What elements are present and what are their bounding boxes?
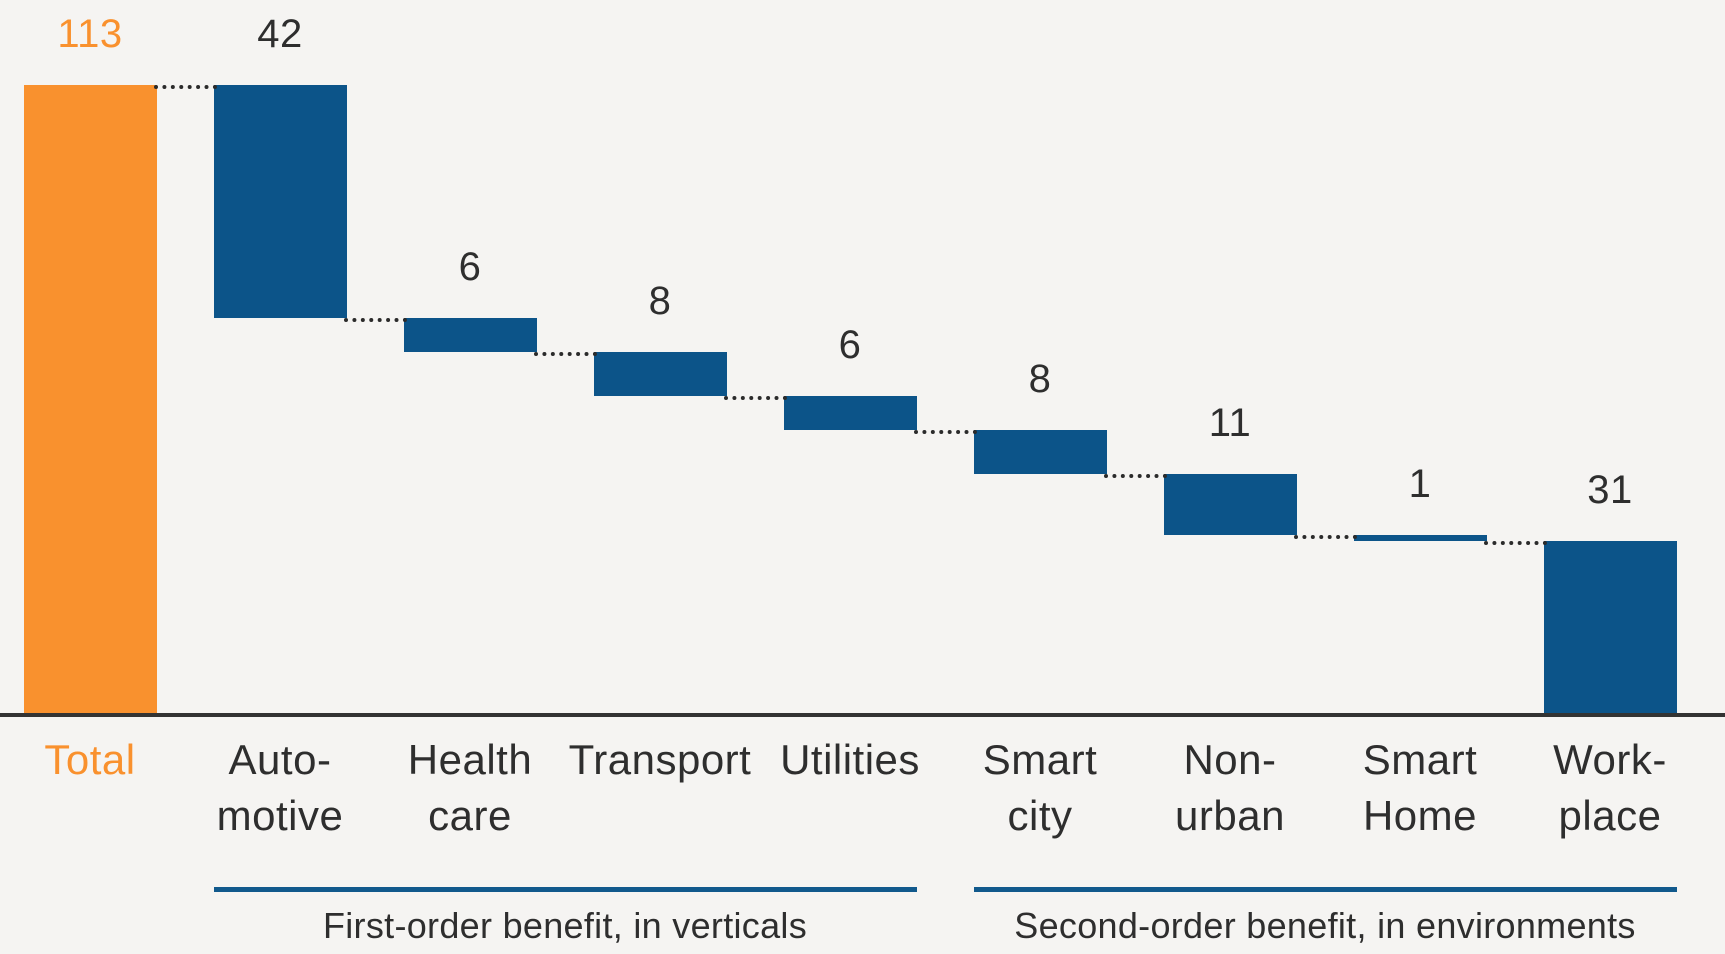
connector-dotted-line xyxy=(1293,535,1357,540)
category-label-smart-home: Smart Home xyxy=(1300,732,1540,844)
category-label-non-urban: Non-urban xyxy=(1110,732,1350,844)
category-label-work-place: Work-place xyxy=(1490,732,1725,844)
connector-dotted-line xyxy=(1483,540,1547,545)
connector-dotted-line xyxy=(913,429,977,434)
category-label-line: Smart xyxy=(982,736,1098,783)
category-label-utilities: Utilities xyxy=(730,732,970,788)
group-underline-2 xyxy=(973,887,1677,892)
bar-health-care xyxy=(403,318,537,352)
x-axis-line xyxy=(0,713,1725,717)
category-label-line: Health xyxy=(407,736,533,783)
category-label-line: city xyxy=(1007,792,1073,839)
category-label-line: Work- xyxy=(1553,736,1667,783)
category-label-line: Home xyxy=(1362,792,1478,839)
bar-auto-motive xyxy=(213,85,347,319)
bar-transport xyxy=(593,351,727,397)
bar-smart-city xyxy=(973,429,1107,475)
value-label-smart-home: 1 xyxy=(1408,462,1432,507)
group-underline-1 xyxy=(213,887,917,892)
value-label-utilities: 6 xyxy=(838,323,862,368)
bar-non-urban xyxy=(1163,474,1297,536)
category-label-health-care: Health care xyxy=(350,732,590,844)
value-label-work-place: 31 xyxy=(1587,467,1633,512)
bar-work-place xyxy=(1543,540,1677,713)
category-label-line: care xyxy=(428,792,512,839)
category-label-line: Smart xyxy=(1362,736,1478,783)
category-label-line: Transport xyxy=(568,736,752,783)
category-label-line: urban xyxy=(1175,792,1285,839)
category-label-transport: Transport xyxy=(540,732,780,788)
connector-dotted-line xyxy=(153,85,217,89)
category-label-auto-motive: Auto-motive xyxy=(160,732,400,844)
category-label-line: Utilities xyxy=(780,736,920,783)
group-caption-2: Second-order benefit, in environments xyxy=(1014,905,1636,946)
category-label-line: motive xyxy=(216,792,344,839)
connector-dotted-line xyxy=(723,396,787,401)
category-label-line: place xyxy=(1558,792,1662,839)
category-label-total: Total xyxy=(0,732,210,788)
connector-dotted-line xyxy=(1103,474,1167,479)
value-label-total: 113 xyxy=(57,12,123,56)
value-label-smart-city: 8 xyxy=(1028,356,1052,401)
value-label-auto-motive: 42 xyxy=(257,12,303,56)
connector-dotted-line xyxy=(533,351,597,356)
category-label-line: Auto- xyxy=(228,736,332,783)
value-label-non-urban: 11 xyxy=(1208,401,1252,446)
group-caption-1: First-order benefit, in verticals xyxy=(322,905,808,946)
bar-utilities xyxy=(783,396,917,430)
bar-total xyxy=(23,85,157,713)
value-label-health-care: 6 xyxy=(458,245,482,290)
category-label-line: Non- xyxy=(1183,736,1277,783)
bar-smart-home xyxy=(1353,535,1487,542)
value-label-transport: 8 xyxy=(648,278,672,323)
connector-dotted-line xyxy=(343,318,407,323)
category-label-smart-city: Smart city xyxy=(920,732,1160,844)
category-label-line: Total xyxy=(44,736,136,783)
